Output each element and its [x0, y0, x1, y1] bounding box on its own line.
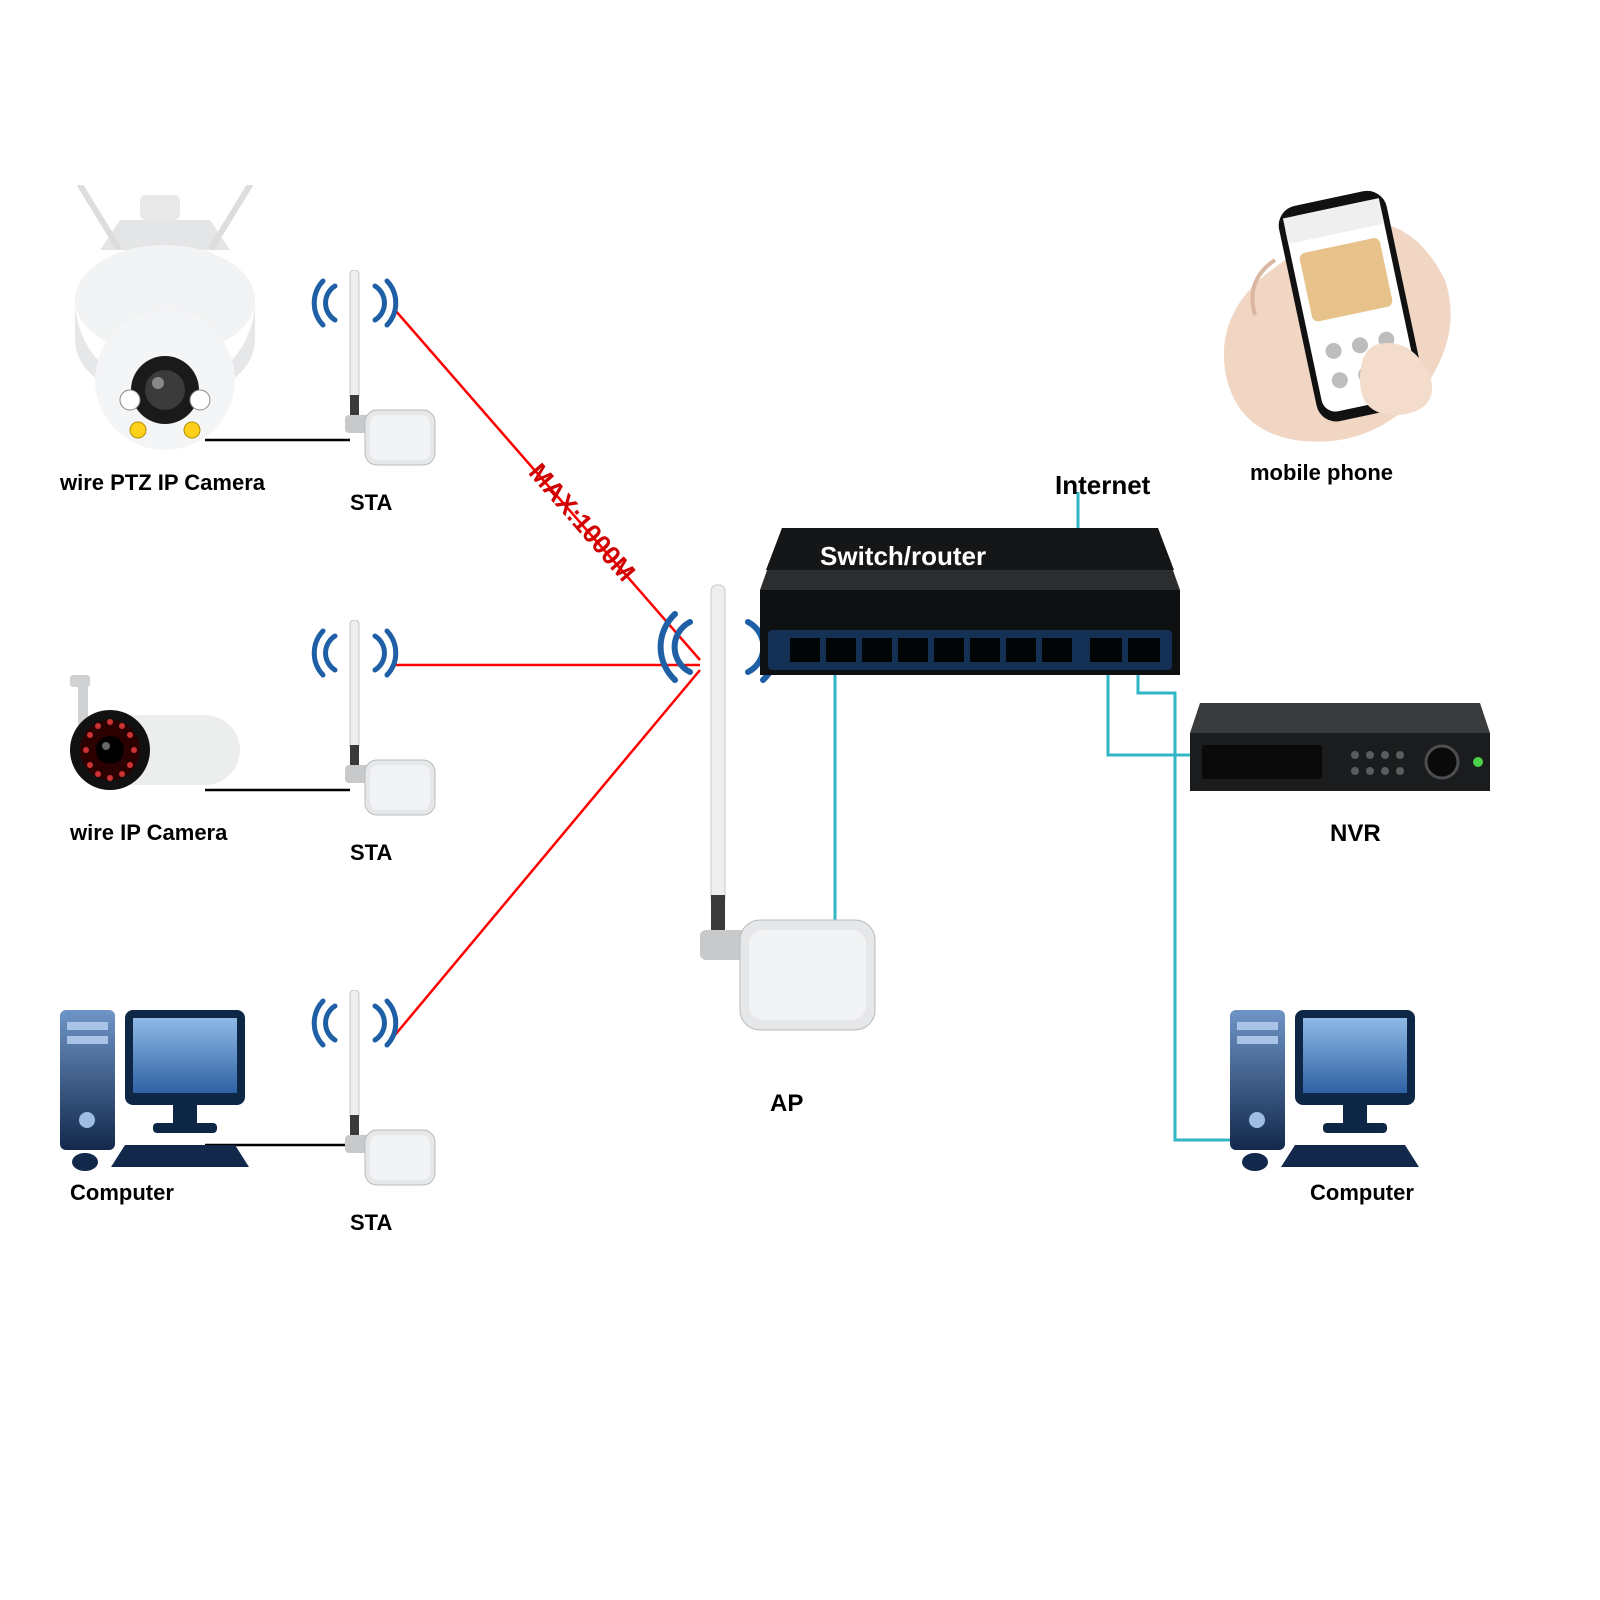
computer-left-label: Computer [70, 1180, 174, 1206]
svg-text:Switch/router: Switch/router [820, 541, 986, 571]
sta-3-label: STA [350, 1210, 392, 1236]
sta-2-icon [310, 620, 470, 830]
mobile-phone-icon [1205, 190, 1460, 450]
ap-label: AP [770, 1090, 803, 1118]
internet-label: Internet [1055, 470, 1150, 501]
computer-right-icon [1225, 1000, 1425, 1175]
computer-right-label: Computer [1310, 1180, 1414, 1206]
switch-router-icon: Switch/router [760, 520, 1180, 680]
sta-1-label: STA [350, 490, 392, 516]
sta-3-icon [310, 990, 470, 1200]
ptz-camera-icon [60, 185, 270, 465]
sta-1-icon [310, 270, 470, 480]
diagram-stage: MAX:1000M [0, 0, 1600, 1600]
ip-camera-icon [50, 660, 260, 810]
nvr-icon [1190, 695, 1490, 805]
sta-2-label: STA [350, 840, 392, 866]
computer-left-icon [55, 1000, 255, 1175]
ptz-camera-label: wire PTZ IP Camera [60, 470, 265, 496]
mobile-phone-label: mobile phone [1250, 460, 1393, 486]
ip-camera-label: wire IP Camera [70, 820, 227, 846]
svg-text:MAX:1000M: MAX:1000M [523, 457, 641, 587]
nvr-label: NVR [1330, 820, 1381, 848]
